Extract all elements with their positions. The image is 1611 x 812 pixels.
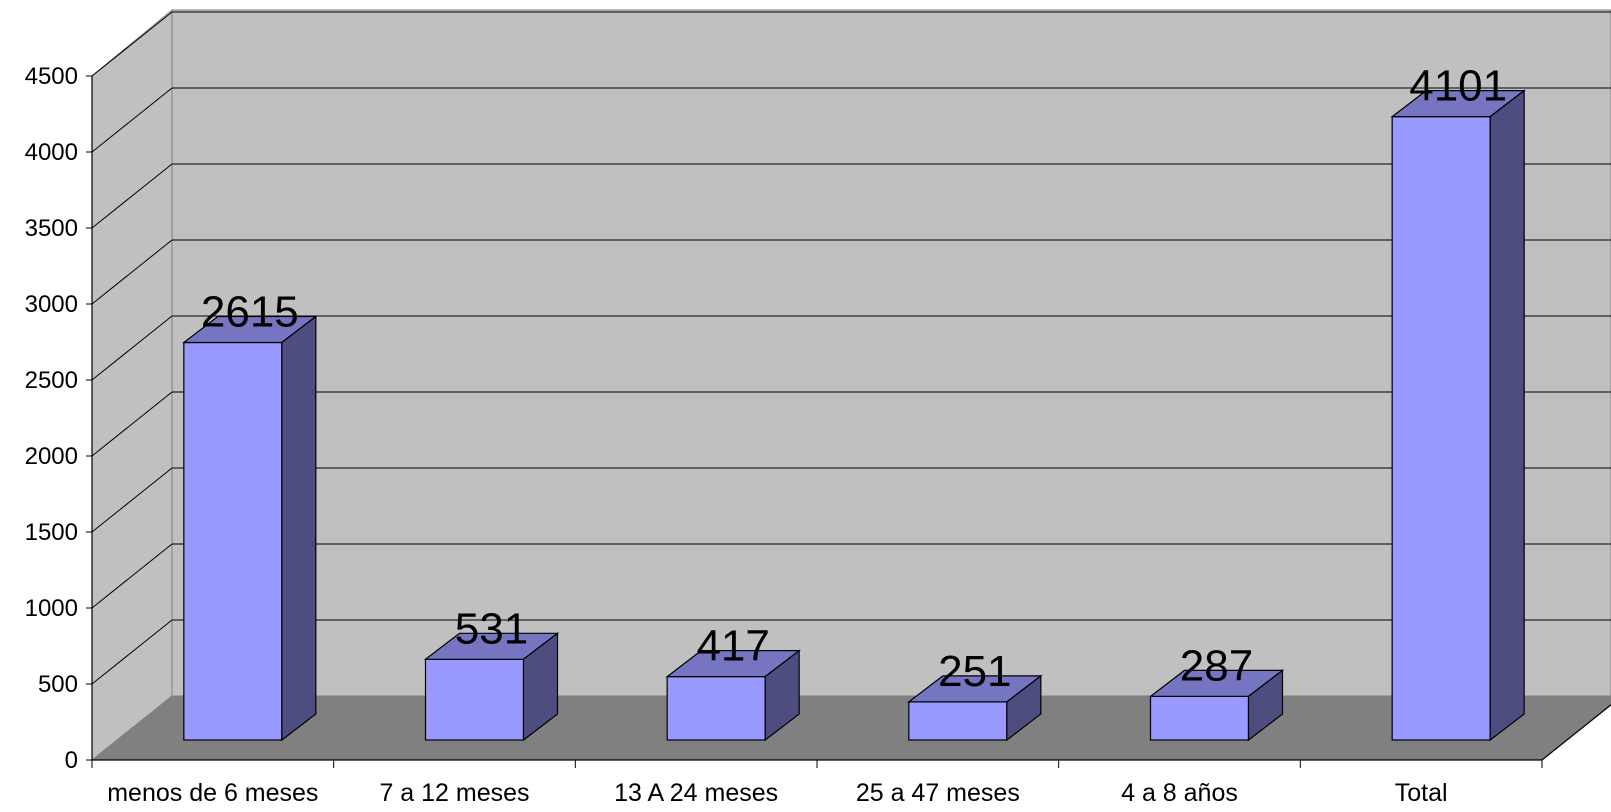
y-tick-label: 3500	[25, 215, 78, 242]
y-tick-label: 1500	[25, 519, 78, 546]
bar	[1390, 89, 1526, 742]
category-label: 7 a 12 meses	[379, 779, 529, 807]
gridline-side	[91, 467, 173, 533]
y-tick-label: 1000	[25, 595, 78, 622]
category-label: 25 a 47 meses	[856, 779, 1020, 807]
bar-side	[281, 315, 317, 742]
bar-side	[1247, 669, 1284, 742]
bar	[423, 632, 560, 742]
bar-front	[1391, 116, 1491, 741]
bar	[182, 315, 318, 742]
gridline-side	[91, 239, 173, 305]
category-label: Total	[1395, 779, 1448, 807]
bar-side	[522, 632, 559, 742]
y-tick-label: 2500	[25, 367, 78, 394]
gridline-side	[91, 163, 173, 229]
gridline-side	[91, 11, 173, 77]
bar-side	[764, 649, 800, 742]
y-tick-label: 2000	[25, 443, 78, 470]
chart-walls	[91, 8, 1611, 762]
floor-edge	[1541, 704, 1611, 761]
gridline-side	[91, 619, 173, 685]
bar-side	[1006, 674, 1042, 742]
category-label: menos de 6 meses	[107, 779, 318, 807]
gridline-side	[91, 391, 173, 457]
side-wall	[91, 8, 173, 762]
gridline-side	[91, 315, 173, 381]
y-tick-label: 500	[38, 671, 78, 698]
bar-side	[1489, 89, 1525, 742]
gridline-side	[91, 543, 173, 609]
bar-front	[1149, 695, 1250, 741]
data-label: 417	[696, 622, 769, 671]
data-label: 2615	[201, 288, 299, 337]
bar	[1148, 669, 1285, 742]
labels: 0 500 1000 1500 2000 2500 3000 3500 4000 4500 2615…	[25, 62, 1508, 807]
data-label: 251	[938, 647, 1011, 696]
floor	[92, 696, 1611, 760]
bars	[182, 89, 1526, 742]
gridline-side	[91, 87, 173, 153]
bar	[665, 649, 801, 742]
y-tick-label: 4000	[25, 139, 78, 166]
category-label: 4 a 8 años	[1121, 779, 1238, 807]
bar	[907, 674, 1043, 742]
y-tick-label: 3000	[25, 291, 78, 318]
y-tick-label: 0	[65, 747, 78, 774]
bar-front	[908, 701, 1008, 741]
category-label: 13 A 24 meses	[614, 779, 778, 807]
y-tick-label: 4500	[25, 63, 78, 90]
chart-floor	[92, 696, 1611, 760]
data-label: 4101	[1409, 62, 1507, 111]
bar-front	[424, 658, 525, 741]
data-label: 531	[455, 604, 528, 653]
bar-front	[183, 341, 283, 741]
bar-front	[666, 676, 766, 741]
axes	[86, 75, 1611, 768]
gridlines	[91, 11, 1611, 685]
data-label: 287	[1180, 641, 1253, 690]
